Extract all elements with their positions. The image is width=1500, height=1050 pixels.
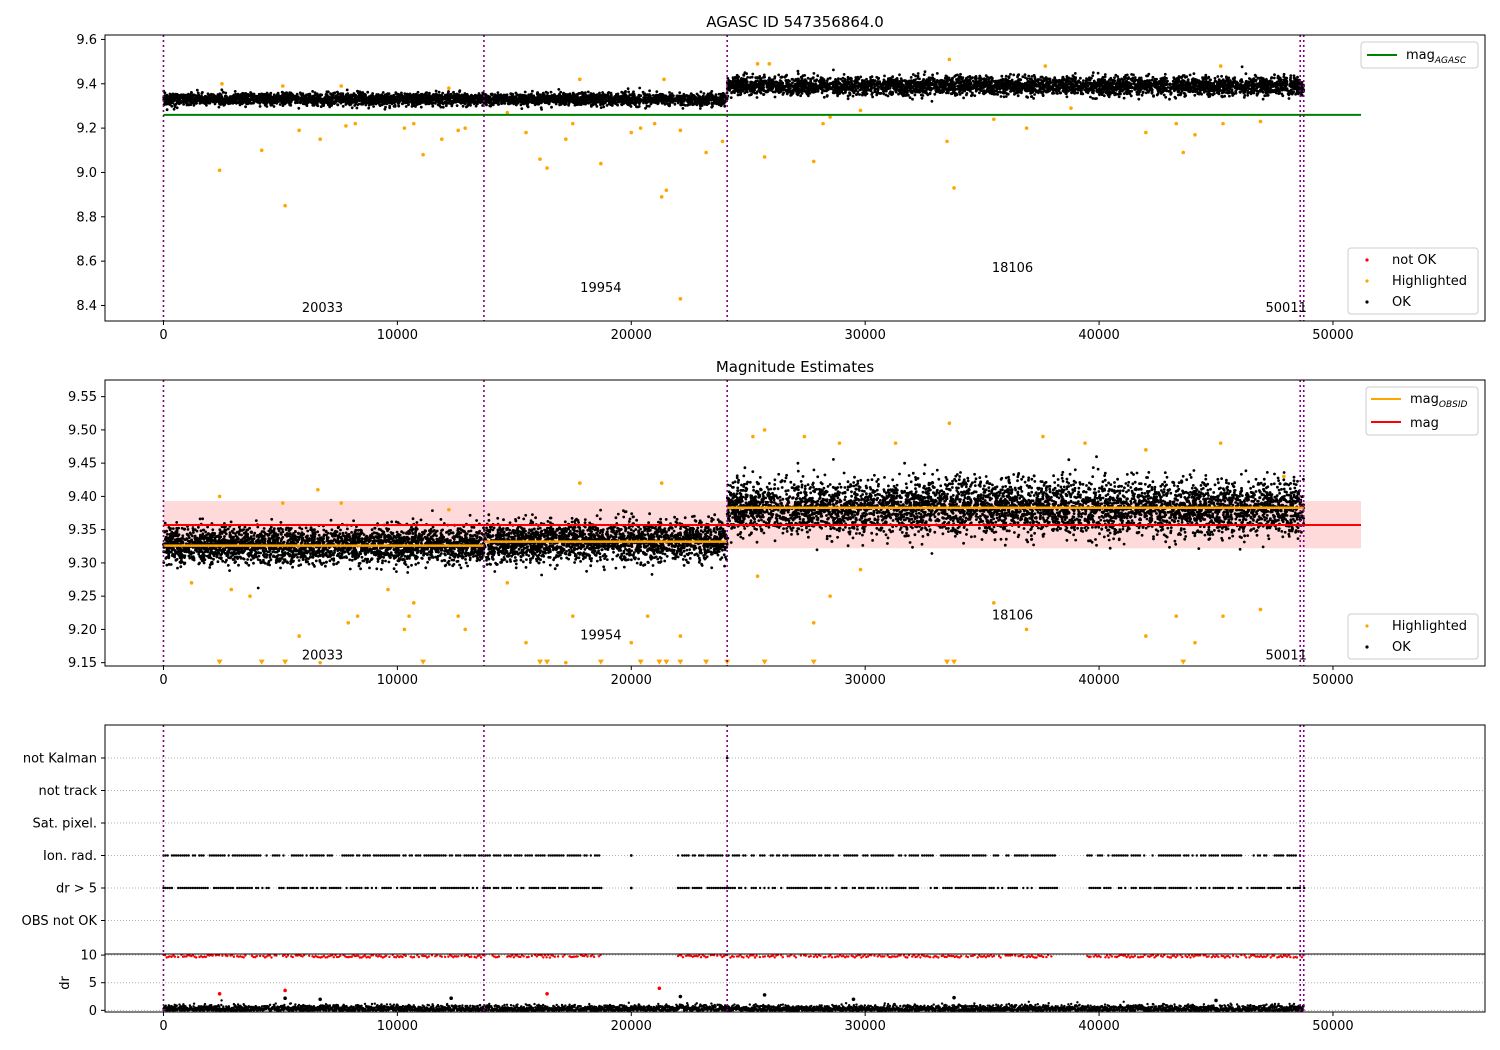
data-point-ok <box>220 88 223 91</box>
data-point-ok <box>279 103 282 106</box>
data-point-ok <box>316 104 319 107</box>
data-point-ok <box>353 104 356 107</box>
data-point-ok <box>356 107 359 110</box>
data-point-ok <box>244 105 247 108</box>
data-point-ok <box>234 90 237 93</box>
data-point-ok <box>438 91 441 94</box>
data-point-ok <box>175 103 178 106</box>
data-point-ok <box>412 93 415 96</box>
data-point-ok <box>403 92 406 95</box>
data-point-ok <box>393 105 396 108</box>
data-point-ok <box>387 93 390 96</box>
data-point-ok <box>462 105 465 108</box>
data-point-ok <box>456 104 459 107</box>
data-point-ok <box>405 105 408 108</box>
data-point-ok <box>328 104 331 107</box>
data-point-ok <box>190 91 193 94</box>
data-point-ok <box>314 91 317 94</box>
data-point-ok <box>201 91 204 94</box>
data-point-ok <box>197 92 200 95</box>
data-point-ok <box>356 90 359 93</box>
data-point-ok <box>420 106 423 109</box>
data-point-ok <box>207 92 210 95</box>
data-point-ok <box>340 92 343 95</box>
data-point-ok <box>306 104 309 107</box>
data-point-ok <box>388 105 391 108</box>
data-point-ok <box>342 105 345 108</box>
data-point-ok <box>425 91 428 94</box>
data-point-ok <box>295 100 298 103</box>
data-point-ok <box>320 105 323 108</box>
data-point-ok <box>479 101 482 104</box>
data-point-ok <box>397 104 400 107</box>
data-point-ok <box>445 104 448 107</box>
data-point-ok <box>431 105 434 108</box>
data-point-ok <box>382 91 385 94</box>
data-point-ok <box>235 102 238 105</box>
data-point-ok <box>173 108 176 111</box>
chart-title: AGASC ID 547356864.0 <box>706 13 884 31</box>
data-point-ok <box>205 104 208 107</box>
data-point-ok <box>351 106 354 109</box>
data-point-ok <box>366 91 369 94</box>
data-point-ok <box>438 104 441 107</box>
data-point-ok <box>442 106 445 109</box>
data-point-ok <box>435 90 438 93</box>
data-point-ok <box>420 93 423 96</box>
data-point-ok <box>368 104 371 107</box>
data-point-ok <box>196 89 199 92</box>
figure: AGASC ID 547356864.0 2003319954181065001… <box>0 0 1500 1050</box>
data-point-ok <box>337 103 340 106</box>
data-point-ok <box>174 105 177 108</box>
data-point-ok <box>166 108 169 111</box>
data-point-ok <box>367 107 370 110</box>
data-point-ok <box>345 101 348 104</box>
data-point-ok <box>445 101 448 104</box>
